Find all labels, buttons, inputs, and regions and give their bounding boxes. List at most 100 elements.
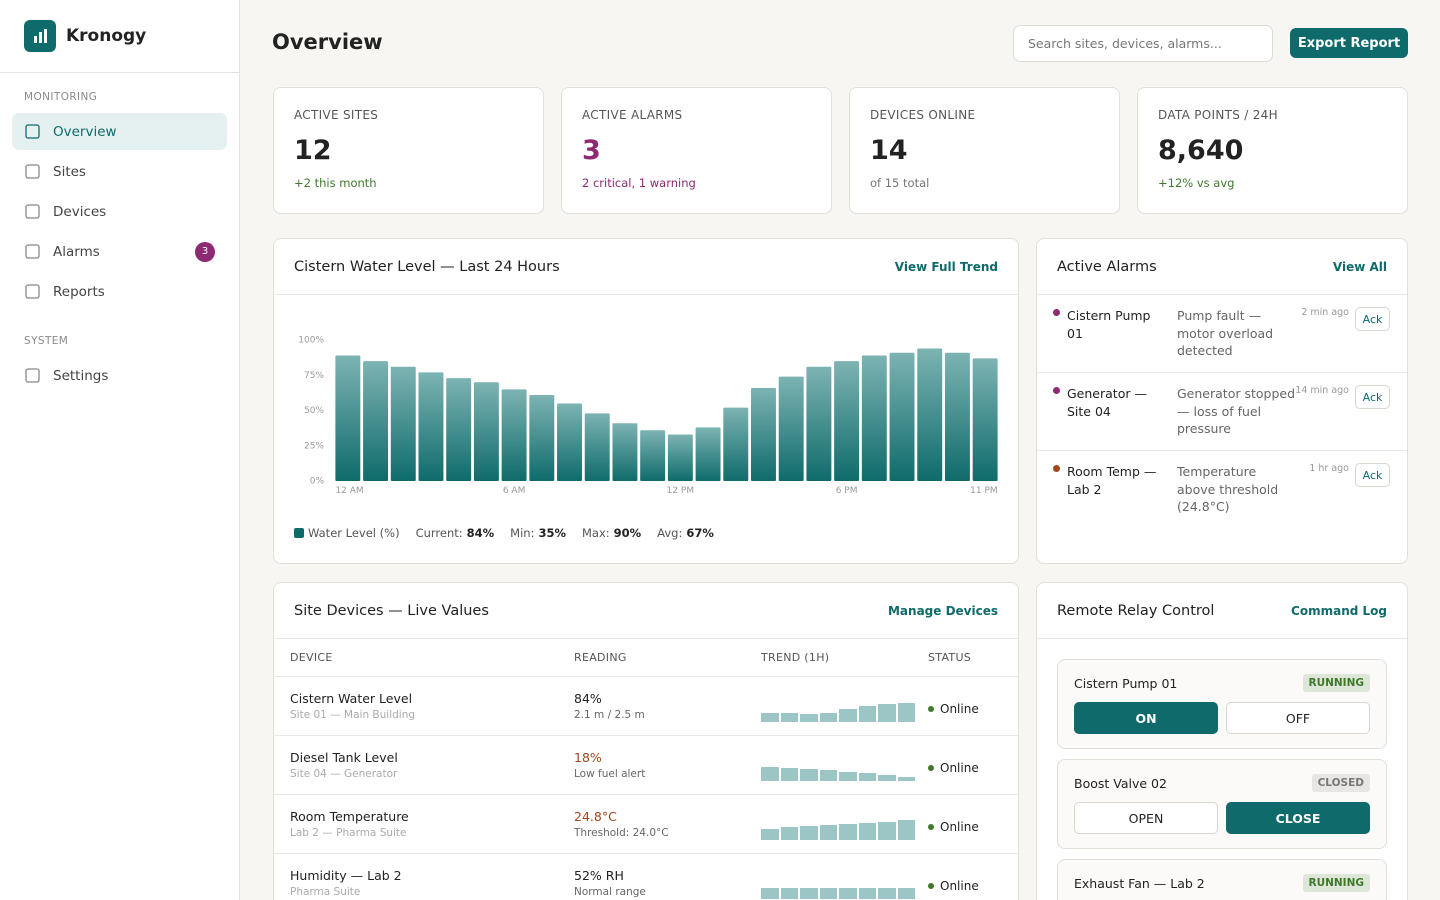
nav-item[interactable]: Alarms 3: [12, 233, 227, 270]
brand-name: Kronogy: [66, 26, 147, 46]
search[interactable]: Search sites, devices, alarms...: [1013, 25, 1273, 62]
nav-label: Overview: [53, 123, 117, 140]
spark-bar: [839, 772, 857, 781]
bar: [889, 352, 915, 481]
bar: [917, 348, 943, 481]
nav-item[interactable]: Reports: [12, 273, 227, 310]
card-header: Site Devices — Live Values Manage Devices: [274, 583, 1018, 639]
bar: [972, 358, 998, 481]
chart-stat: Min: 35%: [510, 526, 566, 540]
reading-cell: 84% 2.1 m / 2.5 m: [574, 691, 761, 721]
legend-item: Water Level (%): [294, 526, 400, 540]
chart-card: Cistern Water Level — Last 24 Hours View …: [273, 238, 1019, 564]
card-link[interactable]: View Full Trend: [894, 259, 998, 274]
sidebar: Kronogy MONITORING Overview Sites Devices Al…: [0, 0, 240, 900]
kpi-card: ACTIVE ALARMS 3 2 critical, 1 warning: [561, 87, 832, 214]
nav-item[interactable]: Sites: [12, 153, 227, 190]
relay-button[interactable]: OPEN: [1074, 802, 1218, 834]
relay-button[interactable]: OFF: [1226, 702, 1370, 734]
chart-stat: Current: 84%: [416, 526, 495, 540]
reading-value: 52% RH: [574, 868, 624, 883]
ack-button[interactable]: Ack: [1355, 463, 1390, 487]
bar: [557, 403, 582, 481]
stat-value: 84%: [466, 526, 495, 540]
spark-bar: [819, 888, 837, 899]
ack-button[interactable]: Ack: [1355, 385, 1390, 409]
spark-bar: [839, 888, 857, 899]
bar: [778, 376, 804, 481]
brand[interactable]: Kronogy: [0, 0, 239, 73]
reading-detail: Normal range: [574, 886, 646, 898]
stat-label: Max:: [581, 526, 610, 540]
kpi-value: 8,640: [1158, 135, 1244, 166]
spark-bar: [800, 826, 818, 840]
device-row: Diesel Tank Level Site 04 — Generator 18% L…: [274, 736, 1018, 795]
spark-bar: [897, 777, 915, 781]
spark-bar: [819, 825, 837, 840]
spark-bar: [800, 888, 818, 899]
device-location: Site 01 — Main Building: [290, 709, 416, 721]
x-tick-label: 6 AM: [503, 486, 526, 496]
nav-label: Alarms: [53, 243, 100, 260]
bar: [584, 413, 610, 481]
kpi-value: 14: [870, 135, 908, 166]
kpi-card: DEVICES ONLINE 14 of 15 total: [849, 87, 1120, 214]
alarm-row: Cistern Pump 01 Pump fault — motor overlo…: [1037, 295, 1407, 373]
alarm-row: Generator — Site 04 Generator stopped — l…: [1037, 373, 1407, 451]
bar: [806, 366, 832, 481]
spark-bar: [761, 767, 779, 781]
bar: [861, 355, 887, 481]
device-location: Site 04 — Generator: [290, 768, 398, 780]
spark-bar: [858, 773, 876, 781]
bar: [529, 394, 555, 481]
card-link[interactable]: Manage Devices: [887, 603, 998, 618]
spark-bar: [858, 706, 876, 722]
bar: [834, 361, 860, 481]
status-text: Online: [940, 702, 979, 716]
nav-item[interactable]: Overview: [12, 113, 227, 150]
alarm-row: Room Temp — Lab 2 Temperature above thres…: [1037, 451, 1407, 529]
relay-button[interactable]: ON: [1074, 702, 1218, 734]
icon-shape: [25, 164, 40, 179]
relay-button[interactable]: CLOSE: [1226, 802, 1370, 834]
device-cell: Cistern Water Level Site 01 — Main Buildi…: [290, 691, 574, 721]
kpi-value: 12: [294, 135, 332, 166]
x-tick-label: 11 PM: [970, 486, 998, 496]
bar: [446, 378, 472, 481]
nav-icon: [25, 164, 40, 179]
alarm-time: 14 min ago: [1295, 385, 1349, 396]
bar: [723, 407, 749, 481]
nav-item[interactable]: Settings: [12, 357, 227, 394]
bar: [612, 423, 638, 481]
y-tick-label: 100%: [298, 336, 324, 346]
card-header: Cistern Water Level — Last 24 Hours View …: [274, 239, 1018, 295]
spark-bar: [878, 704, 896, 722]
alarm-message: Generator stopped — loss of fuel pressur…: [1177, 386, 1296, 436]
sparkline: [761, 875, 928, 899]
stat-label: Current:: [415, 526, 463, 540]
ack-button[interactable]: Ack: [1355, 307, 1390, 331]
reading-detail: 2.1 m / 2.5 m: [574, 709, 645, 721]
device-location: Lab 2 — Pharma Suite: [290, 827, 407, 839]
kpi-label: DATA POINTS / 24H: [1158, 108, 1278, 122]
logo: [24, 20, 56, 52]
spark-bar: [897, 888, 915, 899]
logo-icon: [34, 29, 47, 43]
relay-name: Cistern Pump 01: [1074, 675, 1178, 691]
nav-icon: [25, 368, 40, 383]
relay-top: Boost Valve 02 CLOSED: [1074, 774, 1370, 792]
device-location: Pharma Suite: [290, 886, 361, 898]
spark-bar: [878, 888, 896, 899]
chart-stat: Max: 90%: [582, 526, 641, 540]
spark-bar: [780, 827, 798, 840]
kpi-card: DATA POINTS / 24H 8,640 +12% vs avg: [1137, 87, 1408, 214]
card-link[interactable]: View All: [1332, 259, 1387, 274]
legend-label: Water Level (%): [308, 526, 400, 540]
nav-item[interactable]: Devices: [12, 193, 227, 230]
export-button[interactable]: Export Report: [1290, 28, 1408, 58]
chart-stat: Avg: 67%: [657, 526, 714, 540]
relay-buttons: OPEN CLOSE: [1074, 802, 1370, 834]
alarm-device: Room Temp — Lab 2: [1067, 464, 1157, 497]
kpi-note: +12% vs avg: [1158, 176, 1235, 190]
card-link[interactable]: Command Log: [1291, 603, 1387, 618]
